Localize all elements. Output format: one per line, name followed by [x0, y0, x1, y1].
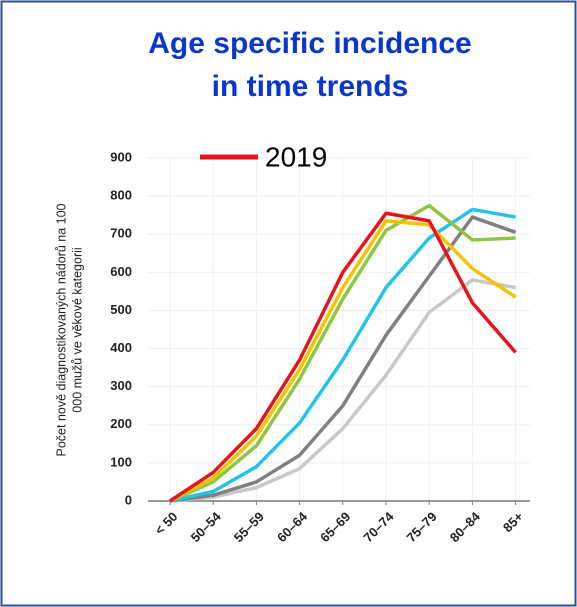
series-line [169, 207, 516, 503]
y-tick-label: 700 [110, 226, 132, 241]
y-axis-label: Počet nově diagnostikovaných nádorů na 1… [54, 203, 84, 456]
chart-title: Age specific incidence [148, 27, 471, 60]
series-line [169, 215, 517, 503]
y-axis-label-line: Počet nově diagnostikovaných nádorů na 1… [54, 203, 68, 456]
y-tick-label: 900 [110, 149, 132, 164]
y-tick-label: 300 [110, 378, 132, 393]
y-tick-label: 800 [110, 188, 132, 203]
y-axis-label-line: 000 mužů ve věkové kategorii [70, 247, 84, 412]
y-tick-label: 500 [110, 302, 132, 317]
series-line [169, 219, 517, 503]
y-tick-label: 600 [110, 264, 132, 279]
series-line [169, 211, 517, 503]
y-tick-label: 200 [110, 416, 132, 431]
series-line [169, 203, 516, 503]
series-line [169, 278, 516, 503]
y-tick-label: 0 [125, 492, 132, 507]
legend-label: 2019 [265, 141, 327, 172]
y-tick-label: 400 [110, 340, 132, 355]
chart-title: in time trends [212, 70, 409, 103]
y-tick-label: 100 [110, 454, 132, 469]
